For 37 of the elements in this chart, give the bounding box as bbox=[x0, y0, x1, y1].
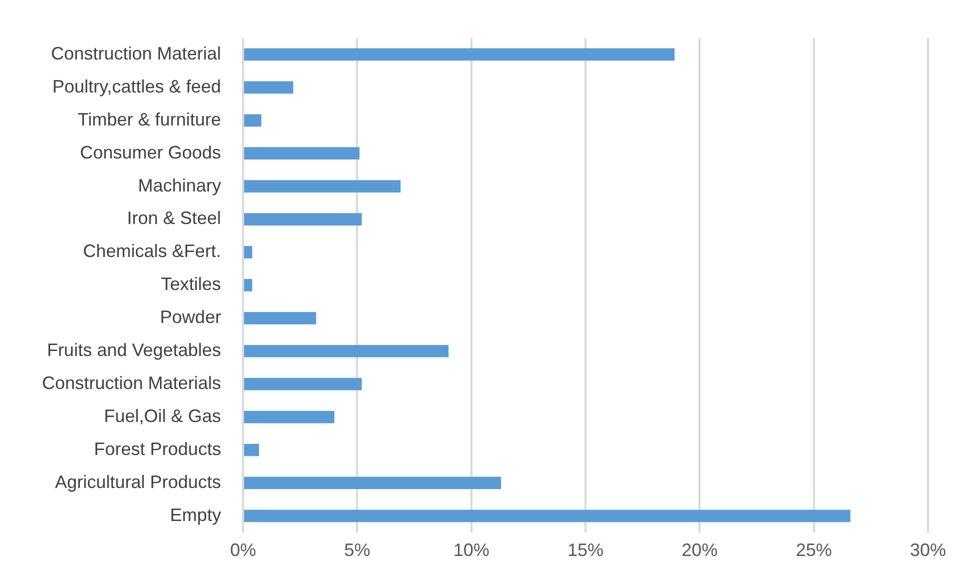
y-tick-label: Fuel,Oil & Gas bbox=[104, 406, 222, 426]
x-tick-label: 25% bbox=[796, 540, 832, 560]
x-tick-label: 0% bbox=[230, 540, 256, 560]
bar bbox=[244, 48, 675, 61]
bar bbox=[244, 213, 362, 226]
bar bbox=[244, 114, 262, 127]
bar bbox=[244, 81, 294, 94]
bar bbox=[244, 378, 362, 390]
y-tick-label: Construction Materials bbox=[42, 373, 222, 394]
y-tick-label: Poultry,cattles & feed bbox=[52, 76, 222, 96]
y-tick-label: Iron & Steel bbox=[127, 208, 222, 228]
y-tick-label: Forest Products bbox=[94, 438, 222, 459]
x-tick-label: 30% bbox=[910, 540, 946, 560]
bar bbox=[244, 476, 502, 490]
bar bbox=[244, 510, 850, 522]
bar bbox=[244, 180, 401, 192]
bar bbox=[244, 147, 360, 160]
y-tick-label: Fruits and Vegetables bbox=[46, 340, 222, 360]
x-tick-label: 20% bbox=[682, 540, 718, 560]
x-tick-label: 5% bbox=[344, 540, 370, 560]
bar bbox=[244, 410, 334, 424]
y-tick-label: Empty bbox=[170, 504, 222, 525]
y-tick-label: Construction Material bbox=[50, 43, 222, 64]
y-tick-label: Machinary bbox=[138, 175, 222, 196]
y-tick-label: Consumer Goods bbox=[80, 142, 222, 162]
bar bbox=[244, 312, 316, 324]
y-tick-label: Agricultural Products bbox=[54, 472, 222, 492]
bar bbox=[244, 444, 260, 456]
y-tick-label: Powder bbox=[160, 307, 222, 328]
y-tick-label: Textiles bbox=[161, 274, 222, 294]
x-tick-label: 10% bbox=[453, 540, 490, 560]
y-tick-label: Timber & furniture bbox=[78, 109, 222, 130]
y-tick-label: Chemicals &Fert. bbox=[83, 241, 222, 262]
x-tick-label: 15% bbox=[568, 540, 604, 560]
bar bbox=[244, 246, 252, 258]
bar bbox=[244, 279, 252, 292]
bar bbox=[244, 344, 449, 358]
